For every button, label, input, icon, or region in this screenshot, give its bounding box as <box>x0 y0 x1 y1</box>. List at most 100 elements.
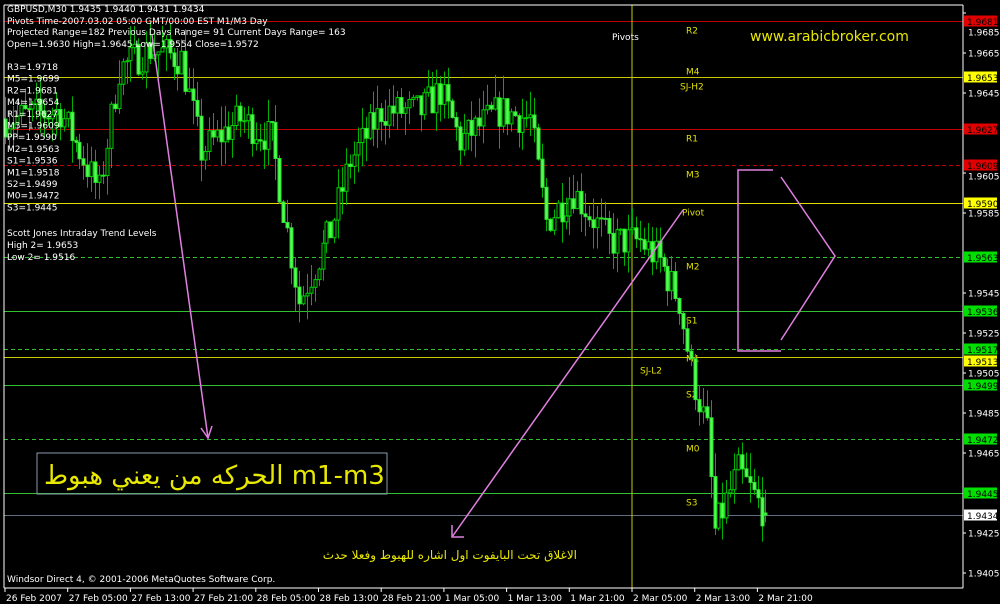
candle-body <box>391 105 396 114</box>
candle-body <box>344 163 349 192</box>
price-tag-bg <box>964 305 997 317</box>
candle-body <box>509 111 514 125</box>
pivots-label: Pivots <box>612 33 639 43</box>
candle-body <box>634 227 639 240</box>
candle-body <box>430 86 435 114</box>
price-tag: 1.9627 <box>967 126 999 136</box>
annotation-box[interactable] <box>36 452 388 495</box>
candle-body <box>454 116 459 128</box>
price-tick-label: 1.9525 <box>968 330 1000 340</box>
price-tick-label: 1.9465 <box>968 450 1000 460</box>
candle-body <box>164 39 169 49</box>
candle-body <box>752 481 757 491</box>
candle-body <box>148 42 153 59</box>
level-label: M1 <box>686 355 700 365</box>
arrow-line-1[interactable] <box>151 34 209 439</box>
candle-body <box>336 187 341 221</box>
price-tag-bg <box>964 15 997 27</box>
candle-body <box>438 83 443 105</box>
level-label: M3 <box>686 171 700 181</box>
candle-body <box>309 286 314 294</box>
candle-body <box>15 115 20 125</box>
candle-body <box>30 103 35 110</box>
candle-body <box>646 241 651 250</box>
candle-body <box>81 158 86 166</box>
candle-body <box>23 104 28 110</box>
pivots-time: Pivots Time-2007.03.02 05:00 GMT/00:00 E… <box>7 17 268 27</box>
candle-body <box>191 88 196 101</box>
candle-body <box>701 406 706 413</box>
candle-body <box>697 399 702 413</box>
level-label: R2 <box>686 27 698 37</box>
candle-body <box>638 238 643 241</box>
candle-body <box>611 232 616 254</box>
time-tick-label: 27 Feb 05:00 <box>69 594 128 604</box>
arrow-line-2[interactable] <box>451 209 684 538</box>
candle-body <box>685 328 690 352</box>
candle-body <box>618 228 623 231</box>
time-axis[interactable]: 26 Feb 2007 27 Feb 05:00 27 Feb 13:00 27 Fe… <box>4 588 813 604</box>
candle-body <box>724 492 729 519</box>
time-tick-label: 2 Mar 05:00 <box>633 594 688 604</box>
candle-body <box>74 140 79 143</box>
level-text: M1=1.9518 <box>7 168 60 178</box>
candle-body <box>536 127 541 160</box>
price-axis[interactable]: 1.9685 1.9665 1.9645 1.9605 1.9585 1.9545 1.95… <box>963 12 1000 580</box>
candle-body <box>740 454 745 470</box>
time-tick-label: 1 Mar 21:00 <box>570 594 625 604</box>
price-tick-label: 1.9665 <box>968 50 1000 60</box>
candle-body <box>38 98 43 112</box>
level-label: S1 <box>686 317 697 327</box>
ranges-info: Projected Range=182 Previous Days Range=… <box>7 28 346 38</box>
price-tag-bg <box>964 355 997 367</box>
candle-body <box>469 119 474 136</box>
candle-body <box>622 228 627 253</box>
watermark: www.arabicbroker.com <box>750 29 909 45</box>
price-tag: 1.9513 <box>967 358 999 368</box>
candle-body <box>289 227 294 269</box>
candle-body <box>273 121 278 160</box>
time-tick-label: 1 Mar 13:00 <box>508 594 563 604</box>
candle-body <box>709 417 714 478</box>
candle-body <box>575 190 580 210</box>
candle-body <box>66 111 71 120</box>
candle-body <box>324 221 329 244</box>
candle-body <box>187 88 192 92</box>
candle-body <box>285 222 290 229</box>
price-tag: 1.9517 <box>967 346 999 356</box>
candle-body <box>281 201 286 224</box>
price-tick-label: 1.9685 <box>968 29 1000 39</box>
time-tick-label: 28 Feb 21:00 <box>382 594 441 604</box>
candle-body <box>571 198 576 210</box>
time-tick-label: 26 Feb 2007 <box>6 594 62 604</box>
candle-body <box>591 219 596 229</box>
candle-body <box>485 104 490 111</box>
candle-body <box>317 268 322 281</box>
candle-body <box>321 242 326 270</box>
annotation-bottom-text: الاغلاق تحت البايفوت اول اشاره للهبوط وف… <box>323 548 577 563</box>
candle-body <box>556 202 561 219</box>
bracket-shape[interactable] <box>737 169 781 352</box>
level-text: R3=1.9718 <box>7 63 58 73</box>
level-text: PP=1.9590 <box>7 133 57 143</box>
price-tick-label: 1.9545 <box>968 290 1000 300</box>
price-tick-label: 1.9425 <box>968 530 1000 540</box>
price-tick-label: 1.9485 <box>968 410 1000 420</box>
candle-body <box>85 164 90 178</box>
candle-body <box>160 47 165 53</box>
candle-body <box>183 50 188 92</box>
level-text: M3=1.9609 <box>7 122 60 132</box>
candle-body <box>665 265 670 292</box>
candle-body <box>426 86 431 94</box>
candle-body <box>168 39 173 54</box>
candle-body <box>301 295 306 305</box>
candle-body <box>532 114 537 129</box>
pink-annotations[interactable] <box>151 34 836 538</box>
chevron-shape[interactable] <box>780 176 836 341</box>
candle-body <box>313 279 318 288</box>
time-tick-label: 27 Feb 13:00 <box>131 594 190 604</box>
price-tag-bg <box>964 159 997 171</box>
candle-body <box>411 96 416 100</box>
time-tick-label: 2 Mar 21:00 <box>758 594 813 604</box>
